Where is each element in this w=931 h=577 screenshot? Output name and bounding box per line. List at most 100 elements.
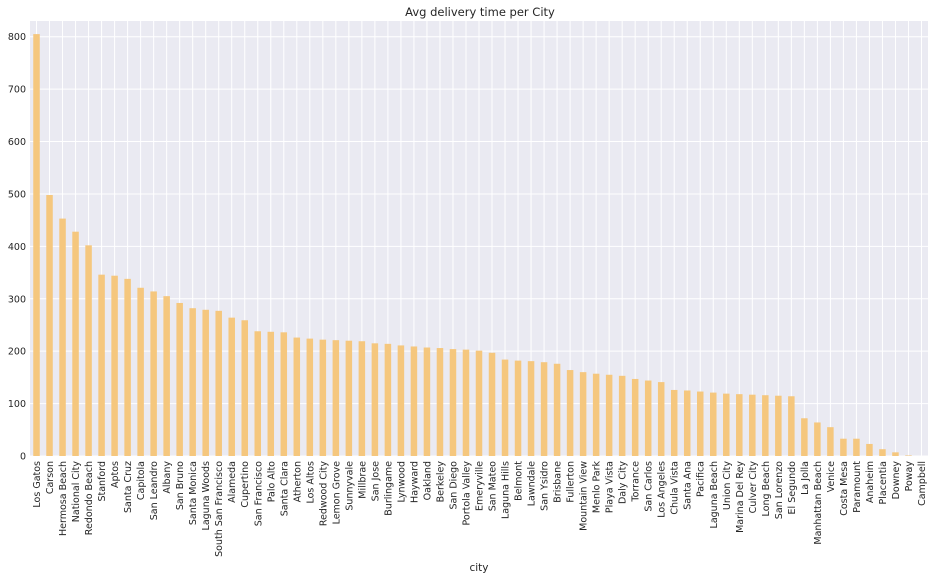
bar — [137, 287, 144, 456]
x-tick-label: San Carlos — [644, 461, 655, 512]
x-tick-label: Los Altos — [305, 461, 316, 504]
x-tick-label: San Mateo — [488, 461, 499, 511]
x-tick-label: Playa Vista — [605, 461, 616, 513]
x-tick-label: National City — [71, 461, 82, 523]
x-tick-label: Portola Valley — [461, 461, 472, 526]
bar — [775, 395, 782, 456]
x-tick-label: Paramount — [852, 461, 863, 513]
bar — [827, 427, 834, 456]
x-tick-label: Oakland — [422, 461, 433, 500]
x-tick-label: Venice — [826, 461, 837, 492]
x-tick-label: Menlo Park — [592, 461, 603, 514]
bar — [46, 195, 53, 456]
x-tick-label: Belmont — [514, 461, 525, 501]
bar — [33, 34, 40, 456]
x-tick-label: Laguna Woods — [201, 461, 212, 531]
x-tick-label: Pacifica — [696, 461, 707, 497]
y-tick-label: 100 — [8, 399, 26, 410]
y-tick-label: 0 — [20, 452, 26, 463]
x-tick-label: Burlingame — [383, 461, 394, 516]
bar — [814, 422, 821, 456]
bar — [488, 352, 496, 456]
y-tick-label: 700 — [8, 85, 26, 96]
bar — [202, 309, 209, 456]
y-tick-label: 500 — [8, 189, 26, 200]
x-tick-label: Santa Clara — [279, 461, 290, 516]
bar — [111, 275, 118, 456]
x-tick-label: Poway — [904, 461, 915, 492]
bar — [384, 343, 392, 456]
bar — [683, 390, 691, 456]
x-tick-label: Hayward — [409, 461, 420, 503]
x-tick-label: Anaheim — [865, 461, 876, 503]
bar — [710, 392, 717, 456]
x-tick-label: Culver City — [748, 461, 759, 514]
bar — [788, 396, 795, 456]
bar — [150, 291, 157, 456]
y-tick-label: 200 — [8, 347, 26, 358]
x-tick-label: San Ysidro — [540, 461, 551, 511]
x-tick-label: Downey — [891, 461, 902, 500]
bar — [892, 452, 899, 456]
x-tick-label: Chula Vista — [670, 461, 681, 515]
x-tick-label: Campbell — [917, 461, 928, 506]
x-tick-label: Redwood City — [318, 461, 329, 526]
bar — [866, 443, 873, 456]
y-axis-ticks: 0 100 200 300 400 500 600 700 800 — [8, 32, 26, 462]
x-tick-label: Placentia — [878, 461, 889, 504]
bar — [410, 346, 418, 456]
x-tick-label: San Francisco — [253, 461, 264, 526]
bar — [579, 372, 587, 456]
x-tick-label: Stanford — [97, 461, 108, 502]
x-tick-label: San Lorenzo — [774, 461, 785, 519]
bar — [293, 337, 301, 456]
bar — [228, 317, 235, 456]
x-tick-label: Lawndale — [527, 461, 538, 506]
bar — [163, 296, 170, 456]
chart-title: Avg delivery time per City — [405, 5, 555, 19]
bar — [189, 308, 196, 456]
x-tick-label: La Jolla — [800, 461, 811, 495]
bar — [853, 438, 860, 456]
x-tick-label: Cupertino — [240, 461, 251, 508]
bar — [736, 394, 743, 456]
x-tick-label: Laguna Beach — [709, 461, 720, 528]
x-tick-label: Albany — [162, 461, 173, 494]
bar — [840, 438, 847, 456]
bar — [644, 380, 652, 456]
bar — [358, 341, 366, 456]
x-axis-ticks: Los Gatos Carson Hermosa Beach National Cit… — [32, 461, 928, 557]
bar — [345, 340, 353, 456]
x-tick-label: Daly City — [618, 461, 629, 504]
bar — [592, 373, 600, 456]
bar — [176, 302, 183, 456]
x-tick-label: Laguna Hills — [501, 461, 512, 519]
bar — [540, 362, 548, 456]
x-tick-label: Emeryville — [475, 461, 486, 511]
bar — [306, 338, 314, 456]
x-axis-label: city — [469, 562, 488, 574]
bar — [879, 449, 886, 456]
x-tick-label: Manhattan Beach — [813, 461, 824, 545]
x-tick-label: Union City — [722, 461, 733, 510]
bar — [254, 331, 262, 456]
y-tick-label: 600 — [8, 137, 26, 148]
x-tick-label: San Jose — [370, 461, 381, 501]
x-tick-label: Torrance — [631, 461, 642, 503]
x-tick-label: Aptos — [110, 461, 121, 488]
bar — [762, 395, 769, 456]
x-tick-label: San Leandro — [149, 461, 160, 520]
x-tick-label: Fullerton — [566, 461, 577, 503]
bar — [631, 378, 639, 456]
bar — [332, 340, 340, 456]
bar — [436, 348, 444, 456]
x-tick-label: Berkeley — [435, 461, 446, 503]
bar — [267, 331, 275, 456]
bar — [501, 359, 509, 456]
x-tick-label: Atherton — [292, 461, 303, 502]
x-tick-label: Alameda — [227, 461, 238, 503]
bar — [72, 231, 79, 456]
bar — [801, 418, 808, 456]
x-tick-label: Marina Del Rey — [735, 461, 746, 533]
